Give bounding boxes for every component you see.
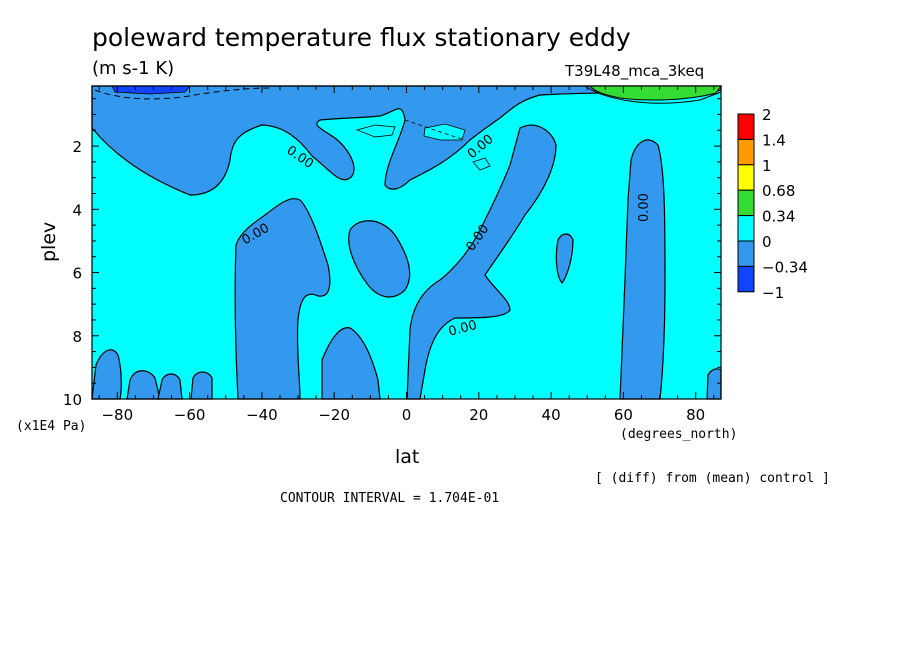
y-units-label: (x1E4 Pa): [16, 419, 86, 434]
neg-region-nh-tower: [619, 139, 666, 400]
x-tick-label: 40: [542, 406, 561, 424]
neg-region-low-left-1: [91, 349, 122, 400]
colorbar-swatch: [737, 113, 755, 140]
colorbar-label: 0.34: [762, 208, 795, 226]
plot-area: 0.00 0.00 0.00 0.00 0.00 0.00: [91, 85, 722, 400]
chart-units: (m s-1 K): [92, 58, 174, 79]
x-units-label: (degrees_north): [620, 427, 737, 442]
x-tick-label: 0: [402, 406, 412, 424]
dataset-label: T39L48_mca_3keq: [564, 62, 704, 81]
colorbar-swatch: [737, 240, 755, 267]
neg-region-left-tower: [234, 198, 331, 400]
y-axis-label: plev: [38, 222, 60, 262]
x-tick-labels: −80 −60 −40 −20 0 20 40 60 80: [101, 406, 705, 424]
contour-interval: CONTOUR INTERVAL = 1.704E-01: [280, 491, 499, 506]
neg-region-far-right: [706, 368, 722, 400]
axis-ticks: [92, 86, 721, 400]
footnote: [ (diff) from (mean) control ]: [595, 471, 830, 486]
y-tick-label: 2: [72, 138, 82, 156]
neg-region-right-blob: [555, 233, 574, 284]
x-tick-label: −20: [318, 406, 350, 424]
y-tick-label: 10: [63, 391, 82, 409]
pos-hole-3: [472, 157, 491, 171]
neg-region-diagonal: [406, 124, 557, 400]
chart-title: poleward temperature flux stationary edd…: [92, 23, 631, 52]
colorbar-label: 1: [762, 157, 772, 175]
neg-region-low-left-2: [126, 370, 161, 400]
colorbar-swatch: [737, 265, 755, 293]
contour-label: 0.00: [637, 193, 652, 222]
y-tick-label: 8: [72, 328, 82, 346]
neg-region-low-left-3: [157, 373, 183, 400]
colorbar-label: −0.34: [762, 258, 808, 276]
colorbar-swatch: [737, 138, 755, 166]
x-tick-label: 60: [614, 406, 633, 424]
colorbar-label: 0: [762, 233, 772, 251]
colorbar-label: 1.4: [762, 131, 786, 149]
pos-hole-1: [355, 124, 396, 138]
neg-region-low-left-4: [190, 371, 213, 400]
neg-region-upper: [91, 85, 722, 196]
pos-hole-2: [423, 123, 466, 141]
colorbar: 2 1.4 1 0.68 0.34 0 −0.34 −1: [737, 106, 808, 302]
positive-patch: [588, 85, 722, 101]
negative-regions: [91, 85, 722, 400]
x-axis-label: lat: [395, 446, 419, 468]
neg-region-low-center: [321, 327, 381, 400]
colorbar-swatch: [737, 164, 755, 191]
x-tick-label: −40: [246, 406, 278, 424]
x-tick-label: −80: [101, 406, 133, 424]
y-tick-labels: 2 4 6 8 10: [63, 138, 82, 409]
y-tick-label: 6: [72, 265, 82, 283]
negative-dashed-contour-2: [404, 119, 466, 141]
colorbar-label: 0.68: [762, 182, 795, 200]
colorbar-swatch: [737, 189, 755, 217]
x-tick-label: 20: [469, 406, 488, 424]
colorbar-label: 2: [762, 106, 772, 124]
negative-dashed-contour: [94, 87, 271, 100]
colorbar-label: −1: [762, 284, 784, 302]
contour-label: 0.00: [447, 318, 479, 340]
x-tick-label: 80: [686, 406, 705, 424]
x-tick-label: −60: [174, 406, 206, 424]
y-tick-label: 4: [72, 201, 82, 219]
neg-region-center-bubble: [348, 220, 411, 298]
positive-contour-line: [584, 85, 722, 104]
colorbar-swatch: [737, 215, 755, 242]
